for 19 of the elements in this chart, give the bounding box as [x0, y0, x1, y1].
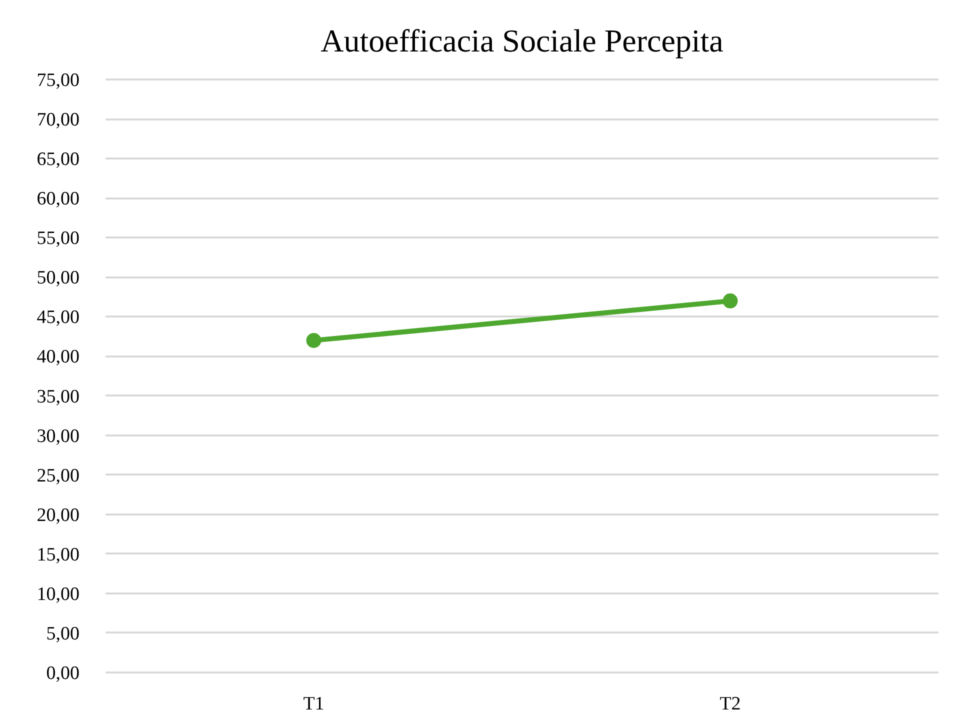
y-tick-label: 40,00 — [36, 346, 80, 368]
y-tick-label: 30,00 — [36, 426, 80, 447]
y-tick-label: 70,00 — [36, 110, 80, 131]
y-tick-label: 20,00 — [36, 504, 80, 526]
chart-title: Autoefficacia Sociale Percepita — [320, 22, 724, 58]
y-tick-label: 5,00 — [46, 623, 80, 644]
y-tick-label: 75,00 — [36, 70, 80, 92]
x-tick-label: T2 — [720, 694, 741, 714]
y-tick-label: 60,00 — [36, 188, 80, 210]
x-tick-label: T1 — [303, 694, 324, 714]
y-tick-label: 0,00 — [46, 662, 80, 684]
y-tick-label: 65,00 — [36, 149, 80, 170]
y-tick-label: 35,00 — [36, 386, 80, 408]
y-tick-label: 25,00 — [36, 465, 80, 486]
y-tick-label: 10,00 — [36, 584, 80, 605]
y-tick-label: 50,00 — [36, 268, 80, 289]
y-tick-label: 55,00 — [36, 228, 80, 250]
y-tick-label: 45,00 — [36, 307, 80, 328]
y-tick-label: 15,00 — [36, 544, 80, 566]
